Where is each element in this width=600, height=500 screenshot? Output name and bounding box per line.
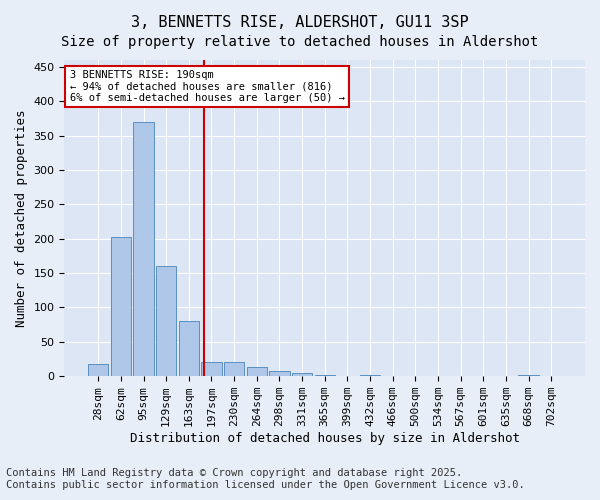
Bar [88,364,109,376]
Bar [247,368,267,376]
Text: 3, BENNETTS RISE, ALDERSHOT, GU11 3SP: 3, BENNETTS RISE, ALDERSHOT, GU11 3SP [131,15,469,30]
Bar [518,375,539,376]
Bar [179,321,199,376]
Bar [269,372,290,376]
Bar [314,375,335,376]
Text: Contains HM Land Registry data © Crown copyright and database right 2025.
Contai: Contains HM Land Registry data © Crown c… [6,468,525,490]
Text: Size of property relative to detached houses in Aldershot: Size of property relative to detached ho… [61,35,539,49]
Bar [156,266,176,376]
Bar [201,362,221,376]
X-axis label: Distribution of detached houses by size in Aldershot: Distribution of detached houses by size … [130,432,520,445]
Bar [224,362,244,376]
Bar [133,122,154,376]
Text: 3 BENNETTS RISE: 190sqm
← 94% of detached houses are smaller (816)
6% of semi-de: 3 BENNETTS RISE: 190sqm ← 94% of detache… [70,70,344,103]
Bar [292,373,312,376]
Y-axis label: Number of detached properties: Number of detached properties [15,110,28,327]
Bar [111,238,131,376]
Bar [360,375,380,376]
